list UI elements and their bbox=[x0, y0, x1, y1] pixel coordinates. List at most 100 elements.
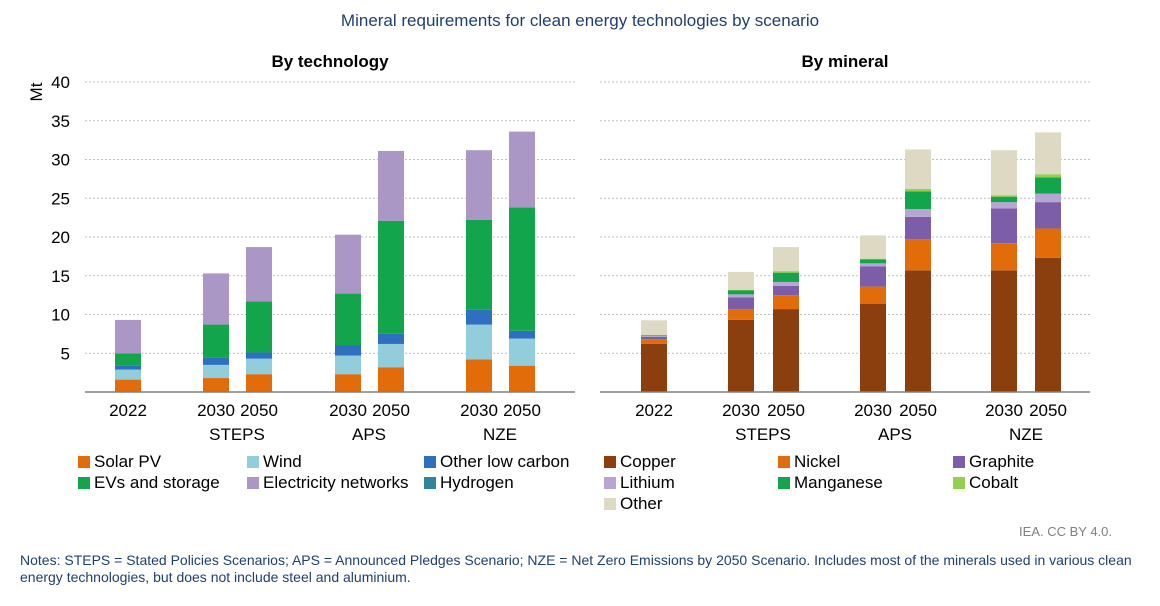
bar-segment-other bbox=[641, 320, 667, 336]
x-tick-label: 2050 bbox=[240, 401, 278, 420]
legend-swatch bbox=[424, 477, 436, 489]
legend-label: EVs and storage bbox=[94, 473, 220, 492]
bar-segment-electricity-networks bbox=[378, 150, 404, 221]
bar-segment-graphite bbox=[728, 297, 754, 310]
bar-segment-evs-and-storage bbox=[509, 207, 535, 331]
legend-label: Lithium bbox=[620, 473, 675, 492]
bar-segment-lithium bbox=[728, 294, 754, 298]
bar-segment-graphite bbox=[773, 285, 799, 296]
y-tick-label: 25 bbox=[51, 189, 70, 208]
bar-segment-copper bbox=[860, 303, 886, 392]
bar-segment-manganese bbox=[773, 272, 799, 282]
y-tick-label: 5 bbox=[61, 344, 70, 363]
bar-segment-solar-pv bbox=[378, 367, 404, 392]
bar-segment-evs-and-storage bbox=[203, 324, 229, 358]
bar-segment-wind bbox=[203, 364, 229, 379]
bar-segment-nickel bbox=[1035, 228, 1061, 258]
bar-segment-lithium bbox=[860, 263, 886, 267]
bar-segment-other-low-carbon bbox=[509, 330, 535, 339]
bar-segment-lithium bbox=[1035, 193, 1061, 203]
x-tick-label: 2030 bbox=[985, 401, 1023, 420]
bar-segment-solar-pv bbox=[203, 378, 229, 392]
bar-segment-other bbox=[728, 271, 754, 290]
bar-segment-evs-and-storage bbox=[378, 220, 404, 334]
bar-segment-other-low-carbon bbox=[466, 309, 492, 325]
bar-segment-copper bbox=[641, 343, 667, 392]
legend-label: Nickel bbox=[794, 452, 841, 471]
bar-segment-graphite bbox=[860, 266, 886, 287]
bar-segment-wind bbox=[246, 358, 272, 375]
x-tick-label: 2030 bbox=[460, 401, 498, 420]
legend-item-wind: Wind bbox=[247, 452, 302, 472]
x-tick-label: 2050 bbox=[899, 401, 937, 420]
bar-segment-copper bbox=[905, 270, 931, 392]
legend-item-other: Other bbox=[604, 494, 663, 514]
x-tick-label: 2050 bbox=[503, 401, 541, 420]
bar-segment-cobalt bbox=[773, 271, 799, 273]
bar-segment-other bbox=[991, 150, 1017, 196]
bar-segment-wind bbox=[378, 343, 404, 368]
bar-segment-evs-and-storage bbox=[466, 219, 492, 310]
x-tick-label: 2022 bbox=[635, 401, 673, 420]
bar-segment-lithium bbox=[991, 202, 1017, 209]
legend-label: Wind bbox=[263, 452, 302, 471]
chart-title: Mineral requirements for clean energy te… bbox=[340, 11, 820, 30]
bar-segment-other bbox=[860, 235, 886, 259]
bar-segment-other-low-carbon bbox=[246, 352, 272, 359]
bar-segment-solar-pv bbox=[509, 365, 535, 392]
bar-segment-copper bbox=[773, 309, 799, 392]
bar-segment-other bbox=[1035, 132, 1061, 175]
legend-item-graphite: Graphite bbox=[953, 452, 1034, 472]
bar-segment-electricity-networks bbox=[335, 234, 361, 294]
x-tick-label: 2022 bbox=[109, 401, 147, 420]
bar-segment-manganese bbox=[860, 259, 886, 264]
y-tick-label: 20 bbox=[51, 228, 70, 247]
legend-label: Hydrogen bbox=[440, 473, 514, 492]
bar-segment-lithium bbox=[641, 336, 667, 337]
y-tick-label: 15 bbox=[51, 267, 70, 286]
source-credit: IEA. CC BY 4.0. bbox=[1019, 524, 1112, 539]
x-tick-label: 2050 bbox=[372, 401, 410, 420]
legend-swatch bbox=[247, 456, 259, 468]
legend-swatch bbox=[604, 498, 616, 510]
legend-swatch bbox=[778, 456, 790, 468]
legend-swatch bbox=[778, 477, 790, 489]
bar-segment-other bbox=[773, 247, 799, 272]
bar-segment-other bbox=[905, 149, 931, 189]
legend-label: Cobalt bbox=[969, 473, 1019, 492]
bar-segment-nickel bbox=[860, 286, 886, 304]
legend-label: Manganese bbox=[794, 473, 883, 492]
bar-segment-lithium bbox=[905, 209, 931, 217]
x-tick-label: 2050 bbox=[767, 401, 805, 420]
group-label: NZE bbox=[483, 425, 517, 444]
legend-swatch bbox=[604, 456, 616, 468]
x-tick-label: 2030 bbox=[329, 401, 367, 420]
group-label: NZE bbox=[1009, 425, 1043, 444]
bar-segment-electricity-networks bbox=[203, 273, 229, 325]
bar-segment-nickel bbox=[905, 239, 931, 271]
legend-label: Electricity networks bbox=[263, 473, 409, 492]
bar-segment-cobalt bbox=[1035, 174, 1061, 178]
bar-segment-copper bbox=[1035, 257, 1061, 392]
group-label: APS bbox=[352, 425, 386, 444]
bar-segment-electricity-networks bbox=[509, 131, 535, 208]
y-tick-label: 10 bbox=[51, 306, 70, 325]
legend-item-solar-pv: Solar PV bbox=[78, 452, 161, 472]
bar-segment-graphite bbox=[905, 216, 931, 240]
legend-swatch bbox=[247, 477, 259, 489]
bar-segment-nickel bbox=[773, 295, 799, 310]
legend-label: Other bbox=[620, 494, 663, 513]
bar-segment-solar-pv bbox=[335, 374, 361, 392]
bar-segment-electricity-networks bbox=[246, 247, 272, 302]
y-tick-label: 30 bbox=[51, 151, 70, 170]
legend-item-hydrogen: Hydrogen bbox=[424, 473, 514, 493]
bar-segment-nickel bbox=[728, 309, 754, 320]
bar-segment-solar-pv bbox=[246, 374, 272, 392]
x-tick-label: 2050 bbox=[1029, 401, 1067, 420]
bar-segment-other-low-carbon bbox=[378, 333, 404, 344]
legend-swatch bbox=[604, 477, 616, 489]
x-tick-label: 2030 bbox=[854, 401, 892, 420]
bar-segment-solar-pv bbox=[466, 359, 492, 392]
group-label: STEPS bbox=[209, 425, 265, 444]
bar-segment-other-low-carbon bbox=[335, 345, 361, 356]
